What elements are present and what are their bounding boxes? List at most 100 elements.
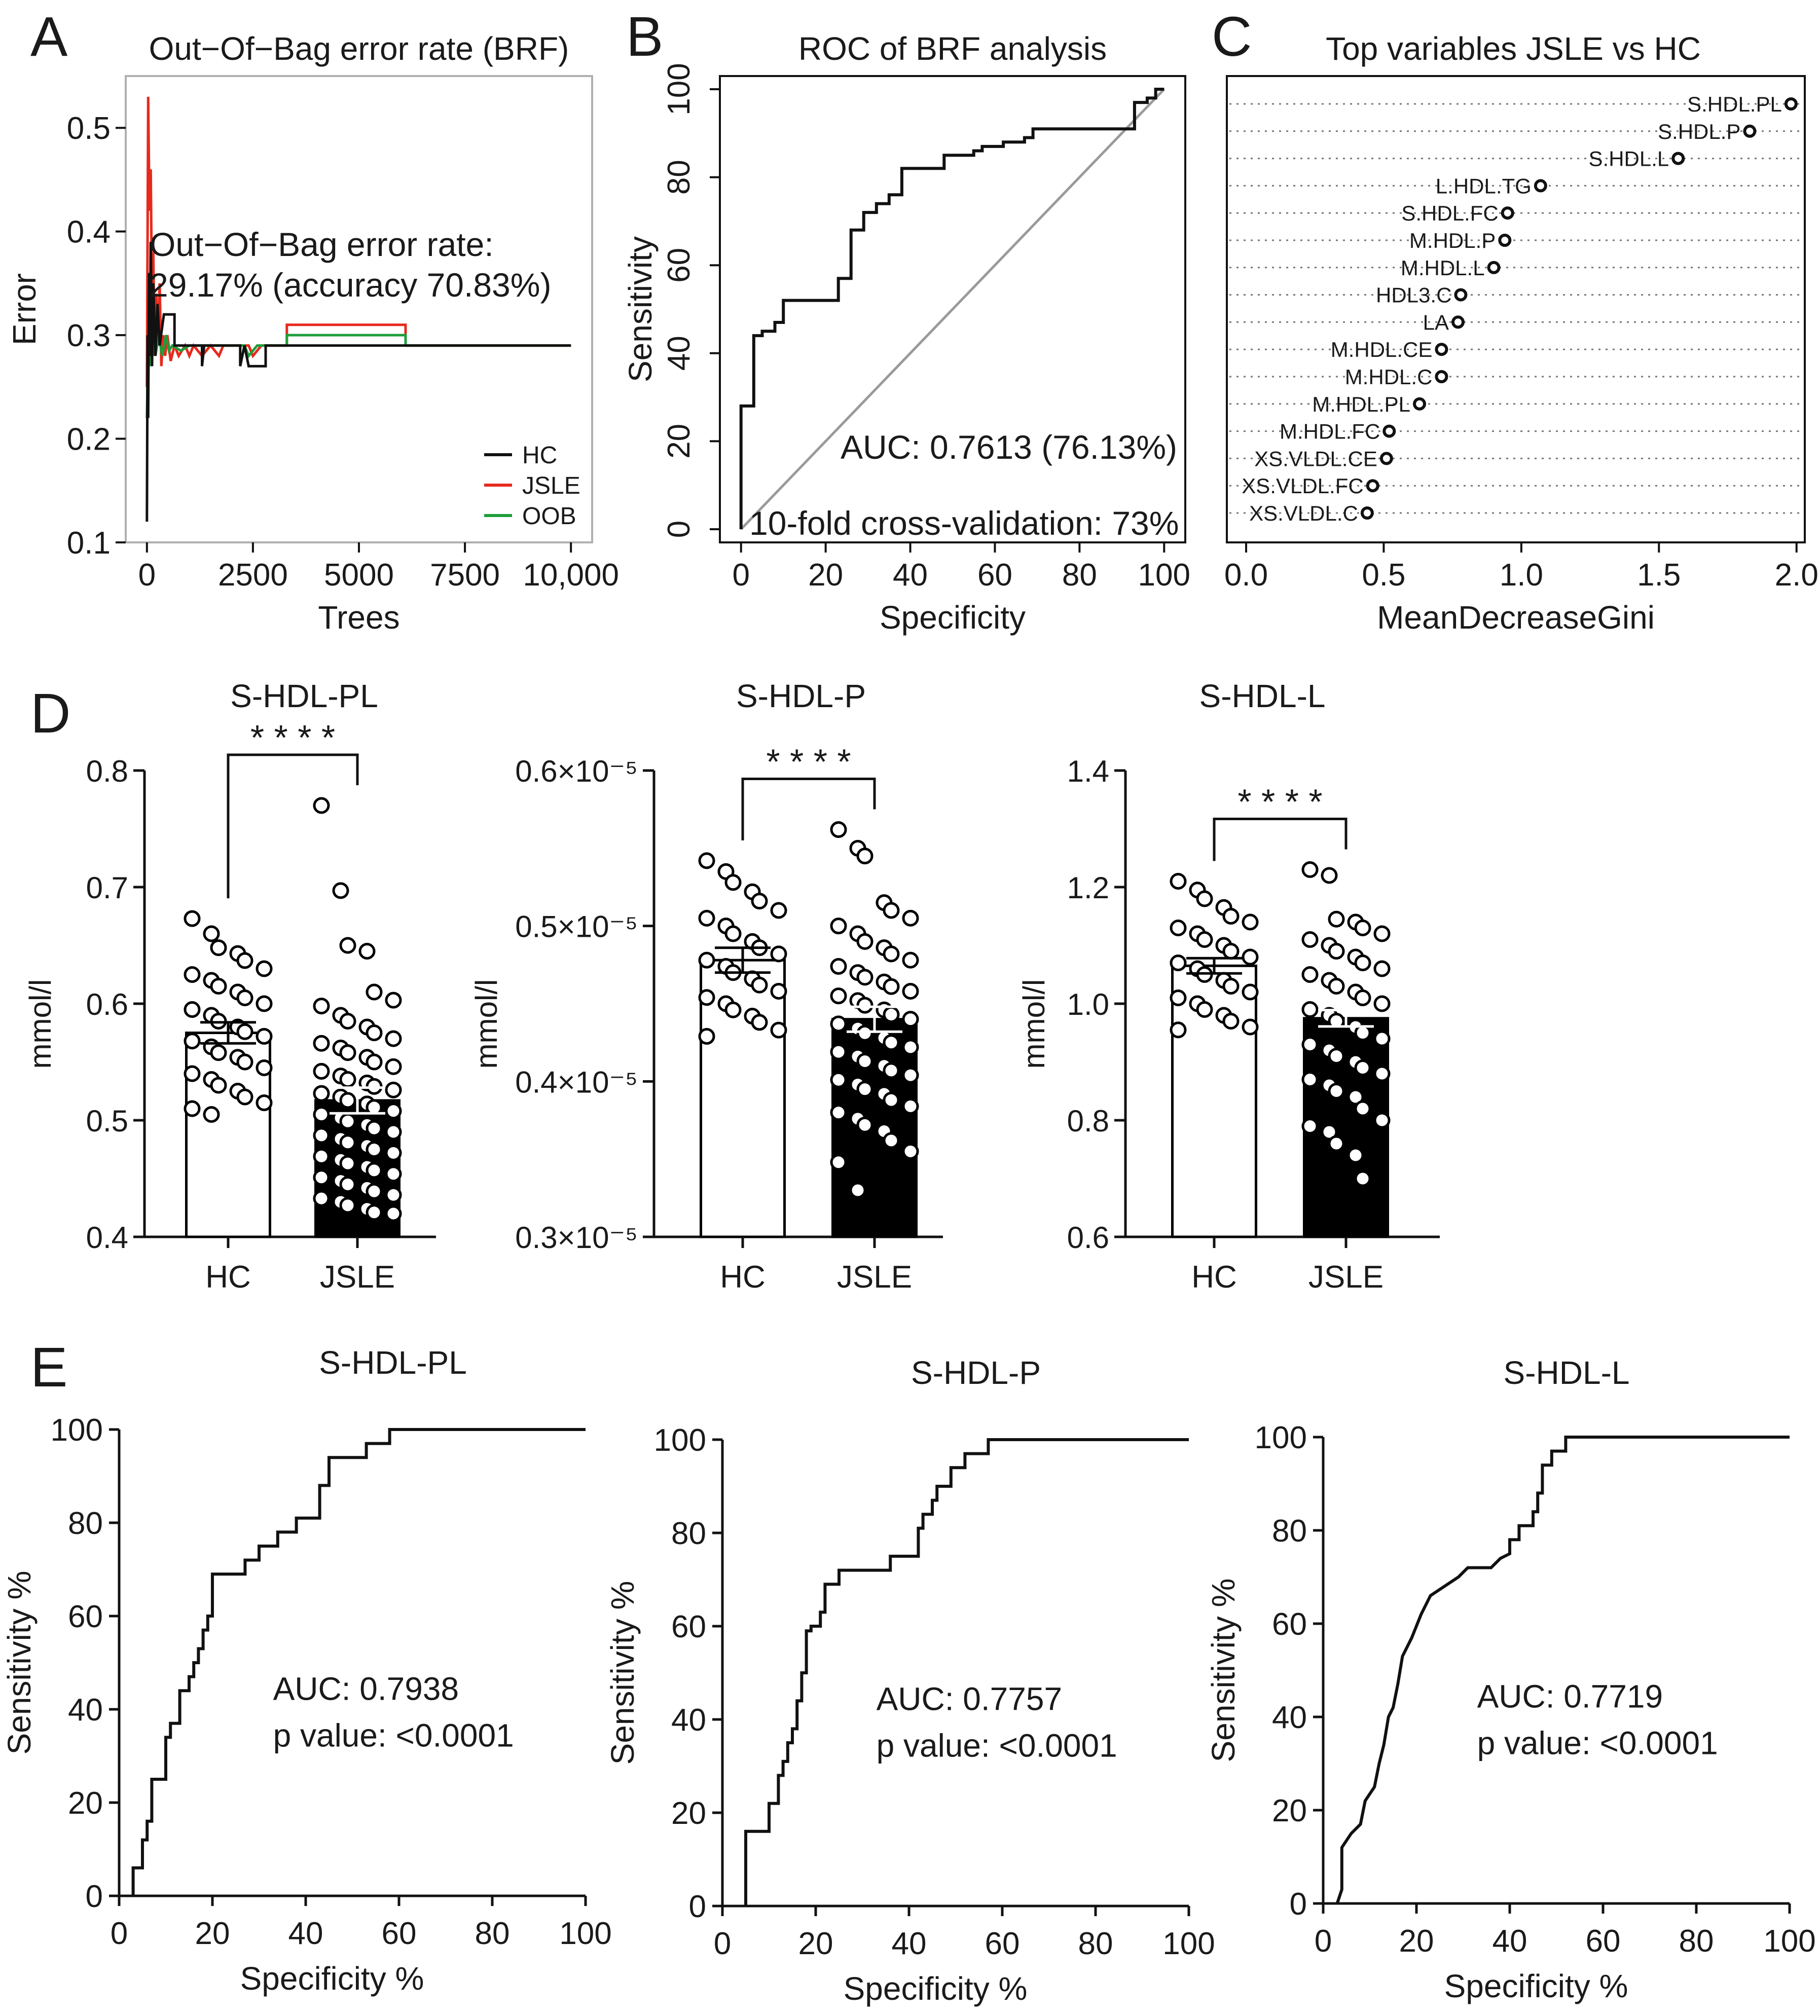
data-point <box>1301 966 1319 983</box>
data-point <box>724 925 742 942</box>
plot-frame <box>1226 75 1806 543</box>
y-tick-label: 0.8 <box>86 754 128 788</box>
y-tick-label: 60 <box>671 1609 706 1644</box>
data-point <box>1196 890 1213 907</box>
x-tick-label: 100 <box>559 1916 611 1951</box>
data-point <box>724 1001 742 1018</box>
chart-title: S-HDL-PL <box>230 678 378 714</box>
y-tick-label: 40 <box>1272 1700 1307 1735</box>
data-point <box>184 1001 201 1018</box>
data-point <box>366 1120 383 1137</box>
data-point <box>1196 1001 1213 1018</box>
variable-label: LA <box>1423 310 1449 334</box>
x-axis-label: MeanDecreaseGini <box>1377 599 1655 636</box>
data-point <box>1328 978 1345 995</box>
data-point <box>313 1062 330 1080</box>
chart-title: Top variables JSLE vs HC <box>1326 30 1701 67</box>
x-tick-label: 20 <box>808 558 843 593</box>
x-tick-label: 100 <box>1138 558 1190 593</box>
data-point <box>1301 1071 1319 1088</box>
importance-point <box>1435 343 1448 356</box>
chart-title: S-HDL-L <box>1504 1354 1630 1391</box>
data-point <box>883 1132 900 1149</box>
y-tick-label: 0.4 <box>67 215 111 250</box>
y-tick-label: 20 <box>68 1786 103 1821</box>
data-point <box>236 952 253 969</box>
data-point <box>1242 983 1259 1001</box>
legend-label: HC <box>522 442 557 469</box>
data-point <box>724 874 742 891</box>
x-tick-label: 0 <box>1315 1924 1332 1959</box>
y-tick-label: 0 <box>86 1879 103 1914</box>
y-tick-label: 80 <box>1272 1514 1307 1549</box>
y-tick-label: 40 <box>671 1703 706 1738</box>
data-point <box>1373 1112 1391 1129</box>
y-tick-label: 1.0 <box>1067 987 1109 1021</box>
importance-point <box>1671 152 1685 165</box>
data-point <box>339 1197 356 1214</box>
x-tick-label: 80 <box>475 1916 510 1951</box>
data-point <box>184 1033 201 1050</box>
x-axis-label: Specificity % <box>240 1960 424 1997</box>
y-tick-label: 0.6 <box>86 987 128 1021</box>
data-point <box>339 1176 356 1193</box>
data-point <box>830 1015 847 1033</box>
x-tick-label: 0 <box>111 1916 128 1951</box>
x-tick-label: 40 <box>893 558 928 593</box>
panel-letter: C <box>1212 6 1252 68</box>
data-point <box>770 945 787 963</box>
data-point <box>902 982 919 1000</box>
variable-label: S.HDL.L <box>1589 147 1669 171</box>
y-tick-label: 60 <box>68 1599 103 1634</box>
data-point <box>883 902 900 919</box>
importance-point <box>1487 261 1501 274</box>
data-point <box>1222 908 1240 925</box>
annotation: 10-fold cross-validation: 73% <box>749 504 1179 542</box>
x-axis-label: Specificity % <box>1444 1968 1628 2004</box>
data-point <box>339 1155 356 1172</box>
x-tick-label: 40 <box>892 1926 927 1961</box>
data-point <box>313 1148 330 1165</box>
x-tick-label: 20 <box>195 1916 230 1951</box>
annotation: 29.17% (accuracy 70.83%) <box>150 266 551 304</box>
x-tick-label: HC <box>1191 1260 1237 1295</box>
data-point <box>366 983 383 1001</box>
significance-bracket <box>741 778 876 840</box>
data-point <box>366 1053 383 1071</box>
data-point <box>339 1092 356 1109</box>
panel-letter: D <box>30 682 70 745</box>
y-tick-label: 100 <box>662 63 697 115</box>
annotation-p-value: p value: <0.0001 <box>273 1717 514 1754</box>
data-point <box>856 1116 873 1133</box>
data-point <box>902 1067 919 1084</box>
x-axis-label: Trees <box>318 599 399 636</box>
data-point <box>256 1028 273 1045</box>
importance-point <box>1743 124 1757 138</box>
x-tick-label: 10,000 <box>523 558 619 593</box>
data-point <box>849 1182 866 1199</box>
data-point <box>883 978 900 995</box>
importance-point <box>1379 452 1393 465</box>
annotation-p-value: p value: <0.0001 <box>877 1728 1117 1764</box>
data-point <box>366 1141 383 1158</box>
data-point <box>830 1154 847 1171</box>
y-tick-label: 1.2 <box>1067 871 1109 905</box>
data-point <box>1347 1088 1364 1106</box>
y-axis-label: mmol/l <box>1017 979 1051 1069</box>
y-tick-label: 0.3×10⁻⁵ <box>515 1221 638 1255</box>
data-point <box>698 1028 715 1045</box>
x-tick-label: 0 <box>732 558 749 593</box>
chart-title: S-HDL-P <box>911 1354 1041 1391</box>
data-point <box>332 882 349 899</box>
data-point <box>1354 1024 1371 1041</box>
importance-point <box>1413 397 1426 411</box>
data-point <box>698 852 715 869</box>
data-point <box>366 1183 383 1200</box>
data-point <box>770 1021 787 1039</box>
data-point <box>256 995 273 1012</box>
data-point <box>830 821 847 838</box>
x-tick-label: 5000 <box>324 558 394 593</box>
y-tick-label: 60 <box>1272 1607 1307 1642</box>
data-point <box>313 1035 330 1052</box>
data-point <box>385 1123 402 1141</box>
